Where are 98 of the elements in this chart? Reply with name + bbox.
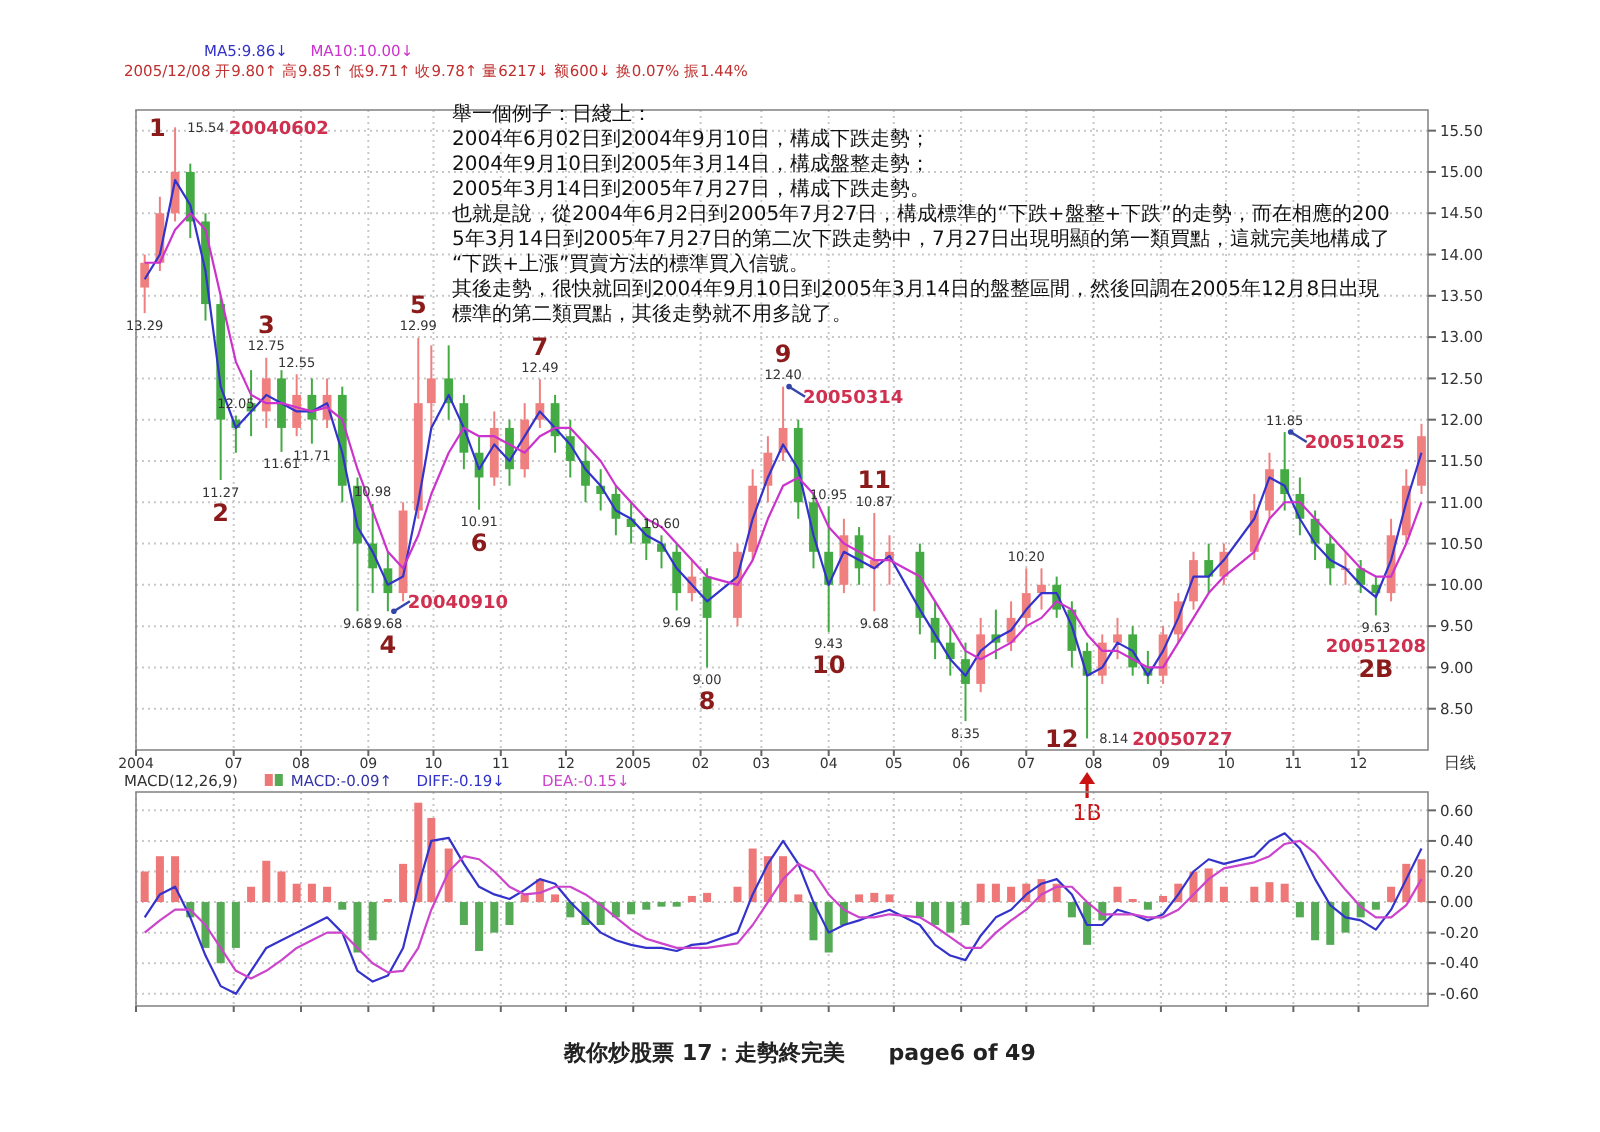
bar xyxy=(976,883,985,903)
annotation: 1B xyxy=(1072,800,1102,826)
annotation: 1 xyxy=(149,113,166,142)
annotation: 12 xyxy=(1045,724,1079,753)
annotation: 2 xyxy=(212,499,230,528)
candlestick xyxy=(307,377,317,445)
bar xyxy=(687,895,696,903)
annotation: 4 xyxy=(379,630,397,659)
annotation: 20050314 xyxy=(803,388,904,409)
bar xyxy=(171,856,180,903)
annotation: 舉一個例子：日綫上： xyxy=(452,102,652,126)
bar xyxy=(155,856,164,903)
bar xyxy=(1280,883,1289,903)
bar xyxy=(1311,902,1320,941)
bar xyxy=(1143,902,1152,910)
annotation: 20051208 xyxy=(1325,637,1426,658)
bar xyxy=(1007,886,1016,903)
annotation: 11 xyxy=(857,466,891,495)
bar xyxy=(824,902,833,953)
bar xyxy=(1159,895,1168,903)
bar xyxy=(427,817,436,903)
bar xyxy=(277,871,286,903)
bar xyxy=(140,871,149,903)
candlestick xyxy=(1265,451,1274,520)
bar xyxy=(794,894,803,903)
candlestick xyxy=(1113,616,1122,661)
bar xyxy=(475,902,484,951)
bar xyxy=(1371,902,1380,910)
annotation: 20040910 xyxy=(407,593,509,614)
bar xyxy=(1417,859,1426,903)
annotation: 2005年3月14日到2005年7月27日，構成下跌走勢。 xyxy=(452,177,931,201)
annotation: 10 xyxy=(811,651,846,680)
bar xyxy=(733,886,742,903)
bar xyxy=(1250,886,1259,903)
annotation: 8 xyxy=(698,686,716,715)
x-axis-title: 日线 xyxy=(1444,754,1476,772)
annotation: 7 xyxy=(531,332,549,361)
bar xyxy=(551,894,560,903)
bar xyxy=(1219,886,1228,903)
annotation: 6 xyxy=(470,529,488,558)
bar xyxy=(885,894,894,903)
bar xyxy=(748,848,757,903)
bar xyxy=(1326,902,1335,945)
bar xyxy=(1341,902,1350,933)
annotation: 2B xyxy=(1358,654,1394,683)
bar xyxy=(1265,882,1274,903)
candlestick xyxy=(140,253,150,315)
bar xyxy=(946,902,955,933)
annotation: 20040602 xyxy=(228,119,329,140)
bar xyxy=(931,902,940,925)
annotation: 2004年9月10日到2005年3月14日，構成盤整走勢； xyxy=(452,152,931,176)
bar xyxy=(444,848,453,903)
annotation: 20051025 xyxy=(1304,434,1405,455)
candlestick xyxy=(1037,567,1046,611)
candlestick xyxy=(426,344,436,429)
bar xyxy=(1295,902,1304,918)
bar xyxy=(505,902,514,925)
annotation: 20050727 xyxy=(1132,730,1233,751)
bar xyxy=(870,892,879,903)
bar xyxy=(642,902,651,910)
bar xyxy=(490,902,499,933)
bar xyxy=(779,856,788,903)
bar xyxy=(414,802,423,903)
candlestick xyxy=(1204,542,1214,595)
bar xyxy=(855,894,864,903)
bar xyxy=(991,883,1000,903)
bar xyxy=(627,902,636,915)
bar xyxy=(1067,902,1076,918)
bar xyxy=(459,902,468,925)
annotation: 3 xyxy=(257,311,275,340)
bar xyxy=(262,860,271,903)
bar xyxy=(1113,886,1122,903)
bar xyxy=(611,902,620,918)
annotation: 也就是說，從2004年6月2日到2005年7月27日，構成標準的“下跌+盤整+下跌”的走勢，而在相應的2005年3月14日到2005年7月27日的第二次下跌走勢中，7月27日出現明顯的第一類買點，這就完美地構成了“下跌+上漲”買賣方法的標準買入信號。 xyxy=(452,202,1391,276)
annotation: 9 xyxy=(774,340,792,369)
candlestick xyxy=(672,542,682,612)
bar xyxy=(247,886,256,903)
bar xyxy=(399,863,408,903)
text: page6 of 49 xyxy=(888,1040,1036,1066)
annotation: 5 xyxy=(409,291,427,320)
bar xyxy=(307,883,316,903)
bar xyxy=(961,902,970,925)
annotation: 其後走勢，很快就回到2004年9月10日到2005年3月14日的盤整區間，然後回調在2005年12月8日出現標準的第二類買點，其後走勢就不用多說了。 xyxy=(452,277,1380,326)
bar xyxy=(323,886,332,903)
bar xyxy=(338,902,347,910)
bar xyxy=(368,902,377,941)
bar xyxy=(292,883,301,903)
bar xyxy=(1387,886,1396,903)
bar xyxy=(1204,868,1213,903)
bar xyxy=(216,902,225,964)
bar xyxy=(809,902,818,941)
bar xyxy=(703,892,712,903)
bar xyxy=(231,902,240,948)
bar xyxy=(915,902,924,918)
bar xyxy=(353,902,362,953)
candlestick xyxy=(1189,550,1198,611)
text: 教你炒股票 17：走勢終完美 xyxy=(562,1040,845,1066)
annotation: 2004年6月02日到2004年9月10日，構成下跌走勢； xyxy=(452,127,931,151)
